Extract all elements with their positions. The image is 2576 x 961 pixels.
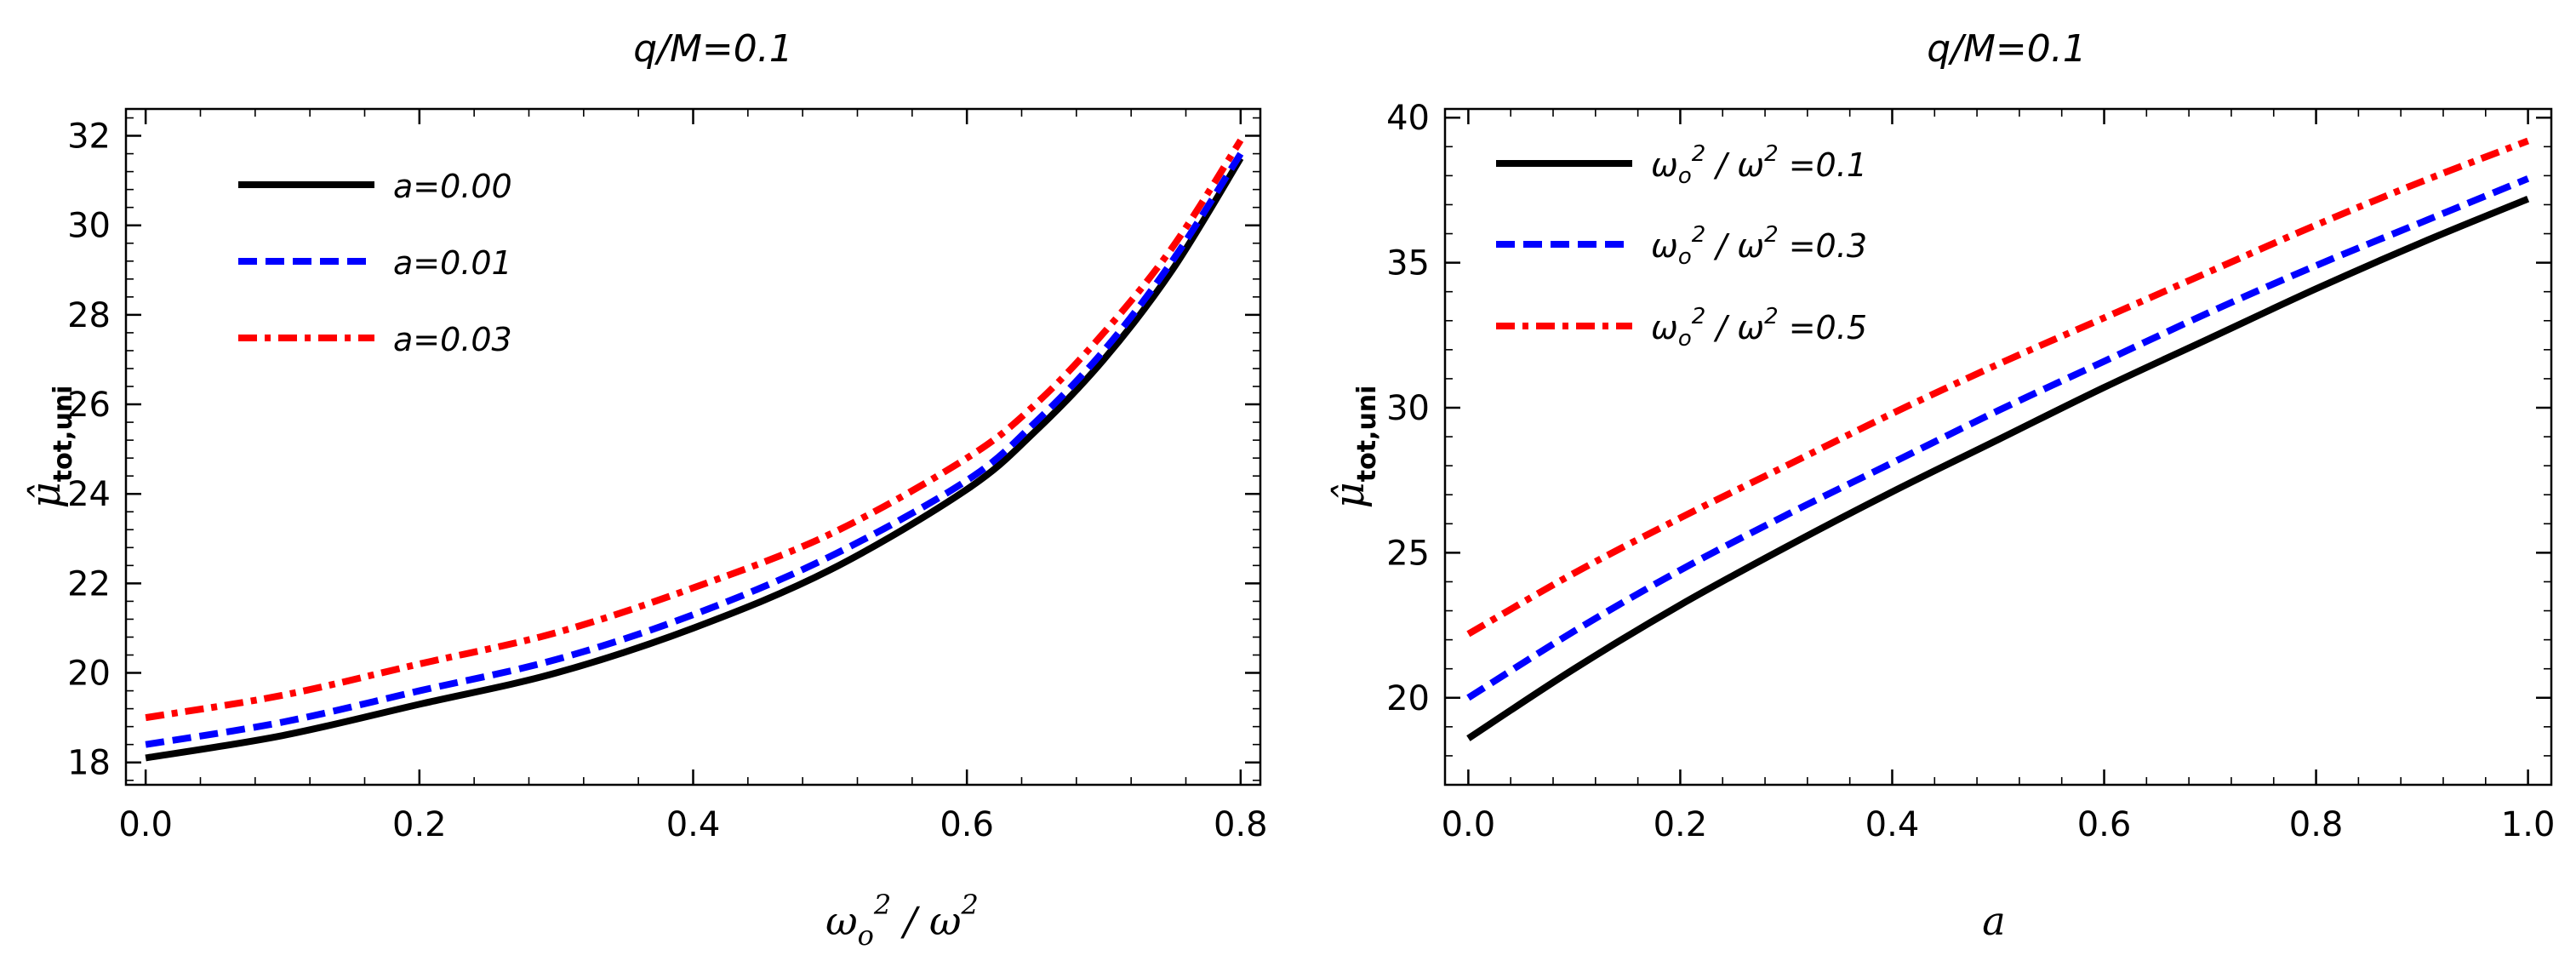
left-y-tick-label: 24 <box>67 475 111 514</box>
right-legend: ωo2 / ω2 =0.1 ωo2 / ω2 =0.3 ωo2 / ω2 =0.… <box>1496 141 1867 352</box>
left-x-tick-label: 0.4 <box>666 805 721 844</box>
left-y-tick-label: 20 <box>67 655 111 694</box>
left-x-tick-label: 0.2 <box>392 805 447 844</box>
left-chart-title: q/M=0.1 <box>633 27 793 71</box>
left-plot-frame <box>124 107 1262 787</box>
right-x-tick-label: 1.0 <box>2501 805 2556 844</box>
right-y-tick-label: 40 <box>1386 99 1430 138</box>
left-x-tick-label: 0.6 <box>940 805 994 844</box>
right-y-tick-label: 25 <box>1386 534 1430 573</box>
right-legend-label-1: ωo2 / ω2 =0.3 <box>1651 222 1867 270</box>
right-series-line-2 <box>1466 137 2530 638</box>
right-series-line-1 <box>1466 175 2530 701</box>
right-x-tick-label: 0.6 <box>2077 805 2132 844</box>
right-x-tick-label: 0.0 <box>1442 805 1496 844</box>
left-series-group <box>145 138 1244 762</box>
left-legend-label-0: a=0.00 <box>393 168 512 205</box>
right-ticks <box>1445 109 2551 786</box>
left-tick-labels: 0.0 0.2 0.4 0.6 0.8 18 20 22 24 26 28 30 32 <box>67 117 1268 844</box>
left-y-tick-label: 30 <box>67 207 111 246</box>
left-x-tick-label: 0.8 <box>1214 805 1268 844</box>
right-y-tick-label: 20 <box>1386 679 1430 718</box>
left-chart-panel: q/M=0.1 0.0 0.2 0.4 0.6 0.81820222426283032 … <box>22 27 1268 952</box>
right-x-axis-label: a <box>1982 898 2005 944</box>
right-series-group <box>1466 137 2530 741</box>
right-x-tick-label: 0.2 <box>1654 805 1708 844</box>
right-legend-label-0: ωo2 / ω2 =0.1 <box>1651 141 1867 189</box>
left-y-tick-label: 26 <box>67 386 111 425</box>
svg-text:μ̂tot,uni: μ̂tot,uni <box>22 386 78 509</box>
right-x-tick-label: 0.8 <box>2289 805 2344 844</box>
right-chart-title: q/M=0.1 <box>1927 27 2087 71</box>
left-series-line-0 <box>145 156 1244 762</box>
left-y-tick-label: 22 <box>67 564 111 603</box>
left-ticks <box>126 109 1260 785</box>
left-x-tick-label: 0.0 <box>118 805 173 844</box>
left-series-line-2 <box>145 138 1244 722</box>
right-y-tick-label: 35 <box>1386 244 1430 283</box>
right-tick-labels: 0.0 0.2 0.4 0.6 0.8 1.0 20 25 30 35 40 <box>1386 99 2555 844</box>
left-legend: a=0.00 a=0.01 a=0.03 <box>238 168 512 358</box>
right-y-axis-label: μ̂tot,uni <box>1326 386 1382 509</box>
left-series-line-1 <box>145 152 1244 748</box>
right-legend-label-2: ωo2 / ω2 =0.5 <box>1651 304 1867 352</box>
right-plot-frame <box>1443 107 2553 787</box>
left-legend-label-1: a=0.01 <box>393 244 512 282</box>
left-y-tick-label: 32 <box>67 117 111 157</box>
left-y-tick-label: 18 <box>67 744 111 783</box>
right-chart-panel: q/M=0.1 0.0 0.2 0.4 0.6 0.8 1.0 20 25 30 35 40 a μ… <box>1326 27 2555 944</box>
right-x-tick-label: 0.4 <box>1865 805 1920 844</box>
left-y-axis-label: μ̂tot,uni <box>22 386 78 509</box>
right-series-line-0 <box>1466 195 2530 741</box>
svg-text:μ̂tot,uni: μ̂tot,uni <box>1326 386 1382 509</box>
right-y-tick-label: 30 <box>1386 389 1430 428</box>
left-x-axis-label: ωo2 / ω2 <box>825 889 979 952</box>
left-y-tick-label: 28 <box>67 296 111 335</box>
left-legend-label-2: a=0.03 <box>393 321 512 358</box>
